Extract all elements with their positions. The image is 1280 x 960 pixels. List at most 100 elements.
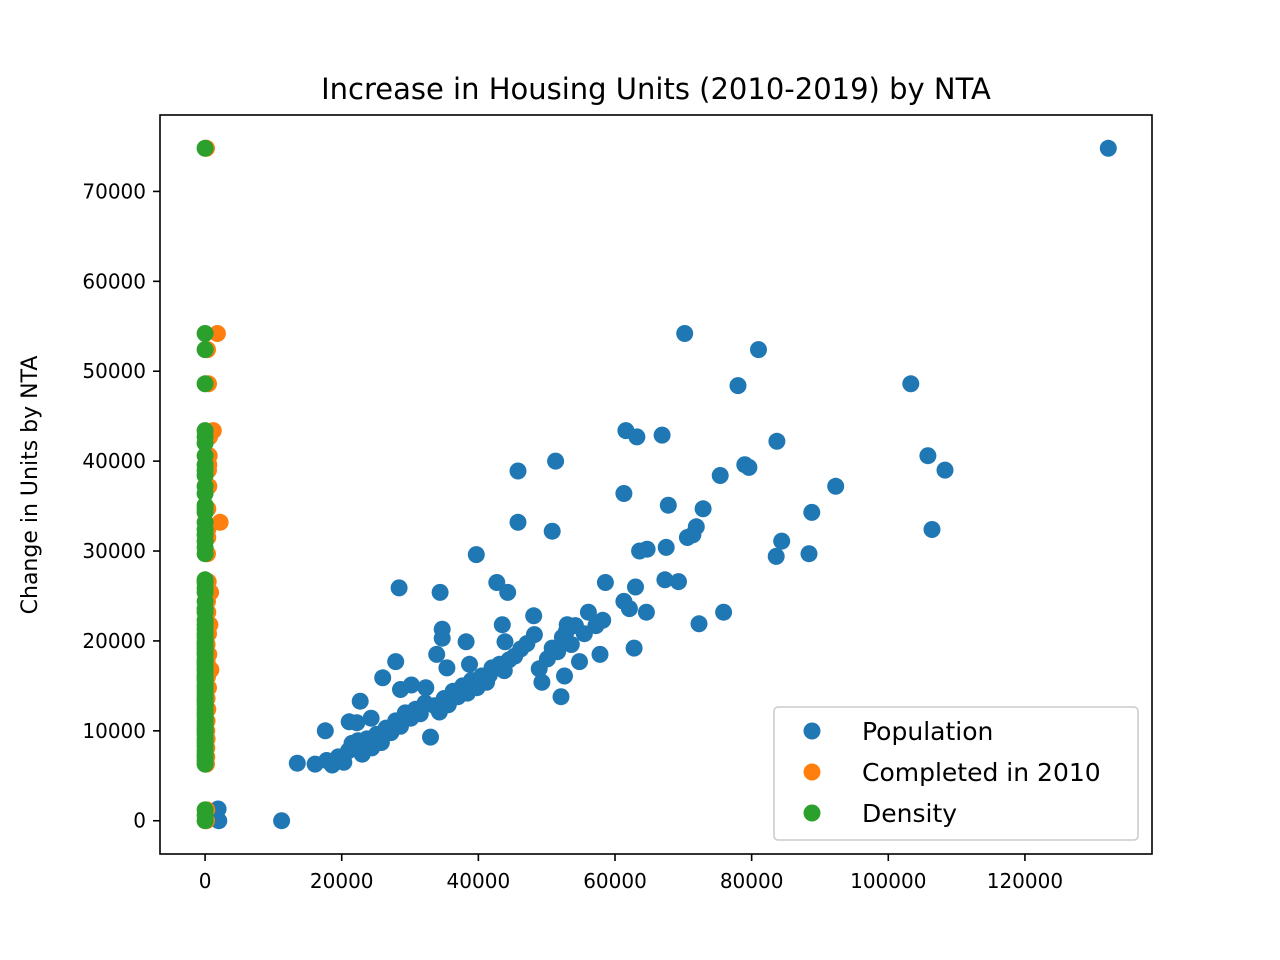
data-point (740, 458, 758, 476)
data-points (196, 139, 1117, 830)
data-point (1099, 139, 1117, 157)
data-point (556, 667, 573, 685)
plot-area-frame (159, 114, 1153, 855)
data-point (656, 571, 674, 589)
legend-box (773, 706, 1139, 841)
data-point (594, 611, 612, 629)
data-point (729, 377, 747, 395)
data-point (637, 603, 655, 621)
y-tick-label: 50000 (82, 359, 146, 383)
data-point (620, 600, 638, 618)
data-point (196, 545, 214, 563)
y-tick-label: 40000 (82, 449, 146, 473)
data-point (579, 603, 597, 621)
series-1 (209, 139, 1117, 830)
x-tick-label: 120000 (987, 869, 1063, 893)
data-point (919, 447, 937, 465)
data-point (571, 653, 588, 671)
data-point (711, 467, 729, 484)
data-point (653, 426, 671, 444)
data-point (558, 616, 576, 634)
data-point (288, 754, 306, 772)
y-tick-label: 20000 (82, 629, 146, 653)
data-point (496, 633, 514, 651)
data-point (196, 341, 214, 359)
x-tick-label: 100000 (850, 869, 926, 893)
y-axis-label: Change in Units by NTA (18, 356, 43, 615)
data-point (627, 578, 644, 596)
legend-marker (803, 722, 821, 740)
legend-marker (803, 804, 821, 822)
data-point (549, 643, 567, 661)
y-tick-label: 60000 (82, 269, 146, 293)
data-point (659, 496, 677, 514)
data-point (552, 688, 570, 706)
data-point (210, 812, 228, 830)
data-point (480, 666, 498, 684)
legend-marker (803, 763, 821, 781)
data-point (827, 477, 845, 495)
data-point (211, 513, 229, 531)
data-point (348, 714, 366, 732)
data-point (457, 633, 475, 651)
data-point (625, 639, 643, 657)
data-point (499, 583, 517, 601)
data-point (196, 755, 214, 773)
data-point (438, 659, 456, 677)
data-point (402, 676, 420, 694)
legend: Population Completed in 2010 Density (773, 706, 1139, 841)
data-point (417, 679, 435, 697)
data-point (803, 503, 821, 521)
data-point (208, 325, 226, 342)
x-tick-label: 0 (199, 869, 212, 893)
data-point (543, 522, 561, 540)
data-point (196, 325, 214, 342)
data-point (509, 513, 527, 531)
data-point (715, 603, 733, 621)
data-point (374, 669, 392, 687)
y-tick-label: 30000 (82, 539, 146, 563)
x-tick-label: 40000 (447, 869, 511, 893)
data-point (596, 574, 614, 591)
data-point (768, 432, 786, 450)
data-point (670, 573, 687, 591)
data-point (694, 500, 712, 518)
y-tick-label: 70000 (82, 179, 146, 203)
data-point (800, 545, 818, 563)
data-point (628, 428, 646, 446)
data-point (615, 485, 633, 502)
data-point (387, 653, 405, 671)
legend-label: Completed in 2010 (862, 758, 1101, 787)
x-tick-label: 80000 (720, 869, 784, 893)
x-tick-label: 60000 (583, 869, 647, 893)
data-point (562, 636, 580, 653)
data-point (488, 574, 506, 591)
y-tick-label: 10000 (82, 719, 146, 743)
data-point (428, 645, 446, 663)
y-tick-label: 0 (133, 809, 146, 833)
data-point (750, 341, 767, 359)
axis-ticks: 0 20000 40000 60000 80000 100000 120000 0 10000 2… (82, 179, 1063, 893)
data-point (657, 538, 675, 556)
data-point (316, 722, 334, 740)
data-point (687, 518, 705, 536)
data-point (533, 673, 551, 691)
data-point (431, 583, 449, 601)
data-point (351, 692, 369, 710)
chart-title: Increase in Housing Units (2010-2019) by… (321, 72, 991, 106)
data-point (591, 645, 609, 663)
data-point (676, 325, 694, 342)
data-point (767, 547, 785, 565)
data-point (902, 375, 920, 393)
data-point (196, 812, 214, 830)
data-point (461, 655, 478, 673)
legend-label: Population (862, 717, 993, 746)
data-point (936, 461, 954, 479)
data-point (690, 615, 708, 633)
data-point (638, 540, 656, 558)
data-point (433, 629, 451, 647)
data-point (493, 616, 511, 634)
x-tick-label: 20000 (310, 869, 374, 893)
data-point (362, 709, 380, 727)
